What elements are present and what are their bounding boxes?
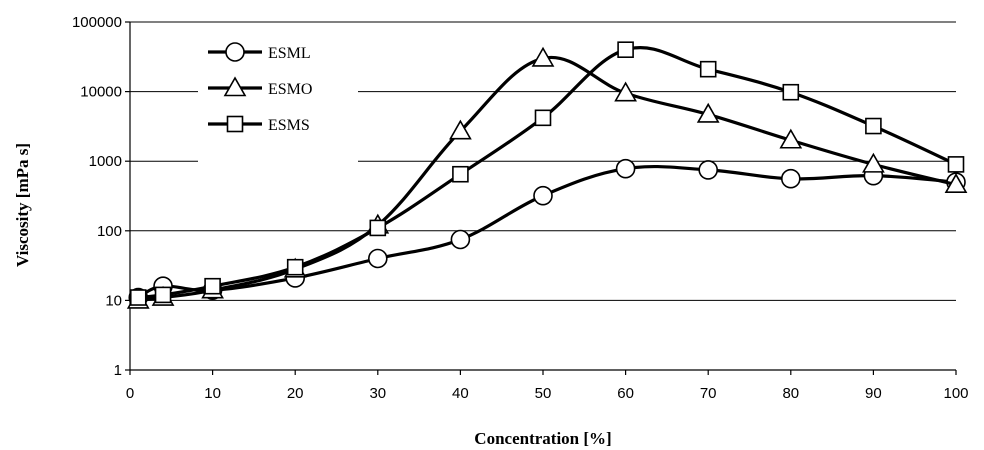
y-tick-label: 100000: [72, 14, 122, 31]
x-tick-label: 90: [865, 385, 882, 402]
legend-marker-esms: [226, 115, 244, 133]
axes: [125, 21, 957, 375]
point-esms: [129, 289, 147, 306]
point-esms: [286, 258, 304, 276]
point-esmo: [531, 46, 555, 67]
x-tick-label: 0: [126, 385, 134, 402]
x-tick-label: 60: [617, 385, 634, 402]
series-esml: [128, 158, 966, 308]
x-tick-label: 30: [369, 385, 386, 402]
point-esms: [782, 83, 800, 101]
point-esms: [865, 117, 882, 135]
point-esms: [699, 60, 717, 78]
point-esms: [204, 277, 221, 295]
point-esms: [534, 109, 552, 127]
y-tick-label: 100: [97, 223, 122, 240]
legend-label-esml: ESML: [268, 45, 311, 62]
point-esmo: [614, 81, 637, 102]
point-esml: [367, 248, 388, 269]
point-esml: [533, 185, 553, 206]
x-tick-label: 50: [535, 385, 552, 402]
point-esml: [698, 160, 719, 180]
tick-labels: 1 10 100 1000 10000 100000 0 10 20 30 40 50 60 70 80 90…: [72, 14, 969, 402]
legend-label-esmo: ESMO: [268, 81, 312, 98]
x-tick-label: 20: [287, 385, 304, 402]
point-esms: [617, 41, 634, 58]
x-tick-label: 80: [782, 385, 799, 402]
point-esms: [947, 156, 965, 173]
y-tick-label: 1000: [89, 153, 122, 170]
x-axis-title: Concentration [%]: [474, 429, 611, 448]
y-tick-label: 1: [114, 362, 122, 379]
legend-box: [198, 34, 358, 162]
point-esmo: [779, 128, 803, 149]
point-esmo: [862, 152, 885, 173]
y-axis-title: Viscosity [mPa s]: [13, 143, 32, 267]
legend: ESML ESMO ESMS: [198, 34, 358, 162]
point-esmo: [696, 102, 720, 123]
point-esml: [615, 158, 636, 179]
point-esms: [369, 219, 387, 237]
point-esmo: [944, 173, 968, 193]
legend-marker-esmo: [223, 76, 247, 97]
point-esml: [450, 229, 471, 250]
series-group: [126, 41, 968, 309]
point-esml: [780, 168, 801, 189]
x-tick-label: 70: [700, 385, 717, 402]
legend-marker-esml: [225, 42, 245, 62]
point-esmo: [449, 119, 472, 140]
legend-label-esms: ESMS: [268, 117, 310, 134]
series-esms: [129, 41, 965, 306]
y-tick-label: 10000: [80, 84, 122, 101]
point-esms: [154, 286, 172, 304]
x-tick-label: 10: [204, 385, 221, 402]
x-tick-label: 100: [943, 385, 968, 402]
x-tick-label: 40: [452, 385, 469, 402]
y-tick-label: 10: [105, 292, 122, 309]
point-esms: [452, 165, 469, 183]
